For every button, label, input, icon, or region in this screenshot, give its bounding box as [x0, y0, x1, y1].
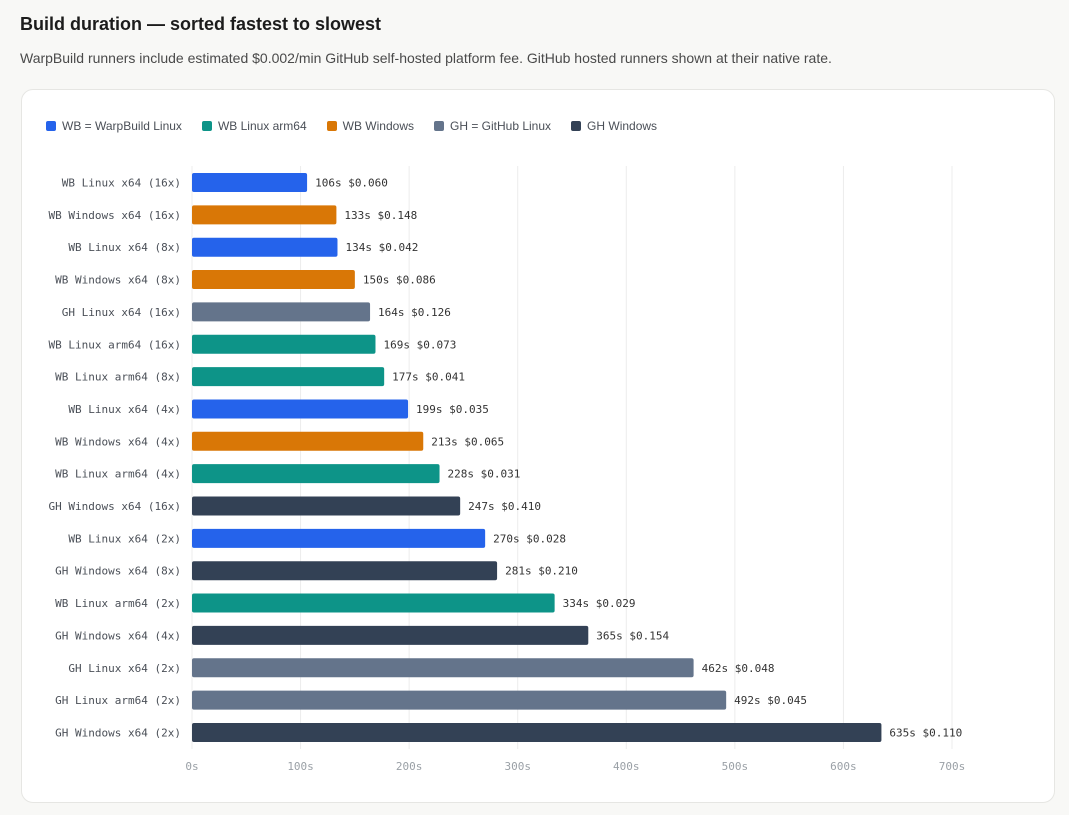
- bar: [192, 496, 461, 516]
- legend-item-gh-windows: GH Windows: [571, 119, 657, 133]
- legend-label: WB Windows: [342, 119, 414, 133]
- bar-value-label: 247s $0.410: [468, 500, 541, 513]
- chart-subtitle: WarpBuild runners include estimated $0.0…: [20, 50, 832, 66]
- bar: [192, 270, 355, 290]
- legend-item-gh-linux: GH = GitHub Linux: [433, 119, 552, 133]
- bar-value-label: 635s $0.110: [889, 726, 962, 739]
- bar-value-label: 492s $0.045: [734, 694, 807, 707]
- bar: [192, 334, 376, 354]
- bar-value-label: 177s $0.041: [392, 371, 465, 384]
- x-tick-label: 600s: [830, 760, 857, 773]
- legend-item-wb-linux: WB = WarpBuild Linux: [46, 119, 182, 133]
- bar: [192, 399, 409, 419]
- bar-category-label: WB Linux x64 (8x): [68, 241, 181, 254]
- bar: [192, 464, 440, 484]
- legend-swatch: [46, 121, 56, 131]
- bar-category-label: GH Linux arm64 (2x): [55, 694, 181, 707]
- bar-value-label: 462s $0.048: [702, 662, 775, 675]
- legend-label: WB = WarpBuild Linux: [62, 119, 182, 133]
- bar: [192, 205, 337, 225]
- bar-category-label: GH Windows x64 (16x): [49, 500, 181, 513]
- x-tick-label: 400s: [613, 760, 640, 773]
- legend-swatch: [326, 121, 337, 131]
- legend-item-wb-windows: WB Windows: [326, 119, 414, 133]
- bar: [192, 561, 498, 581]
- bar-category-label: GH Windows x64 (8x): [55, 565, 181, 578]
- legend-label: WB Linux arm64: [217, 119, 307, 133]
- legend-item-wb-linux-arm64: WB Linux arm64: [201, 119, 307, 133]
- legend-label: GH = GitHub Linux: [449, 119, 552, 133]
- legend-swatch: [201, 121, 212, 131]
- bar-value-label: 213s $0.065: [431, 435, 504, 448]
- x-tick-label: 700s: [939, 760, 966, 773]
- bar-value-label: 164s $0.126: [378, 306, 451, 319]
- bar: [192, 722, 882, 742]
- bar: [192, 690, 727, 710]
- bar-category-label: GH Windows x64 (2x): [55, 726, 181, 739]
- bar-category-label: WB Linux arm64 (8x): [55, 371, 181, 384]
- bar-value-label: 270s $0.028: [493, 532, 566, 545]
- bar-value-label: 199s $0.035: [416, 403, 489, 416]
- bar-category-label: WB Linux arm64 (2x): [55, 597, 181, 610]
- bar-value-label: 334s $0.029: [563, 597, 636, 610]
- bar-category-label: GH Linux x64 (16x): [62, 306, 181, 319]
- bar-value-label: 228s $0.031: [448, 468, 521, 481]
- bar-category-label: WB Linux x64 (2x): [68, 532, 181, 545]
- bar-category-label: WB Linux arm64 (16x): [49, 338, 181, 351]
- bar-value-label: 281s $0.210: [505, 565, 578, 578]
- bar: [192, 173, 308, 192]
- x-tick-label: 500s: [722, 760, 749, 773]
- bar-category-label: WB Linux x64 (16x): [62, 177, 181, 190]
- bar-value-label: 106s $0.060: [315, 177, 388, 190]
- bar-category-label: WB Windows x64 (4x): [55, 435, 181, 448]
- chart-title: Build duration — sorted fastest to slowe…: [20, 14, 382, 34]
- bar-category-label: GH Linux x64 (2x): [68, 662, 181, 675]
- x-tick-label: 0s: [185, 760, 198, 773]
- bar: [192, 431, 424, 451]
- bar-category-label: GH Windows x64 (4x): [55, 629, 181, 642]
- bar: [192, 528, 486, 548]
- bar-category-label: WB Linux arm64 (4x): [55, 468, 181, 481]
- legend-swatch: [433, 121, 444, 131]
- bar: [192, 302, 371, 322]
- x-tick-label: 200s: [396, 760, 423, 773]
- bar: [192, 367, 385, 387]
- bar-category-label: WB Windows x64 (8x): [55, 274, 181, 287]
- bar: [192, 625, 589, 645]
- legend-label: GH Windows: [587, 119, 658, 133]
- bar-value-label: 365s $0.154: [596, 629, 669, 642]
- x-tick-label: 100s: [287, 760, 314, 773]
- bar-category-label: WB Windows x64 (16x): [49, 209, 181, 222]
- bar-value-label: 150s $0.086: [363, 274, 436, 287]
- bar-value-label: 169s $0.073: [383, 338, 456, 351]
- bar-value-label: 133s $0.148: [344, 209, 417, 222]
- legend-swatch: [571, 121, 582, 131]
- x-tick-label: 300s: [504, 760, 531, 773]
- bar-category-label: WB Linux x64 (4x): [68, 403, 181, 416]
- chart-legend: WB = WarpBuild Linux WB Linux arm64 WB W…: [46, 119, 657, 133]
- bar-value-label: 134s $0.042: [345, 241, 418, 254]
- bar: [192, 658, 694, 678]
- bar: [192, 237, 338, 257]
- bar: [192, 593, 555, 613]
